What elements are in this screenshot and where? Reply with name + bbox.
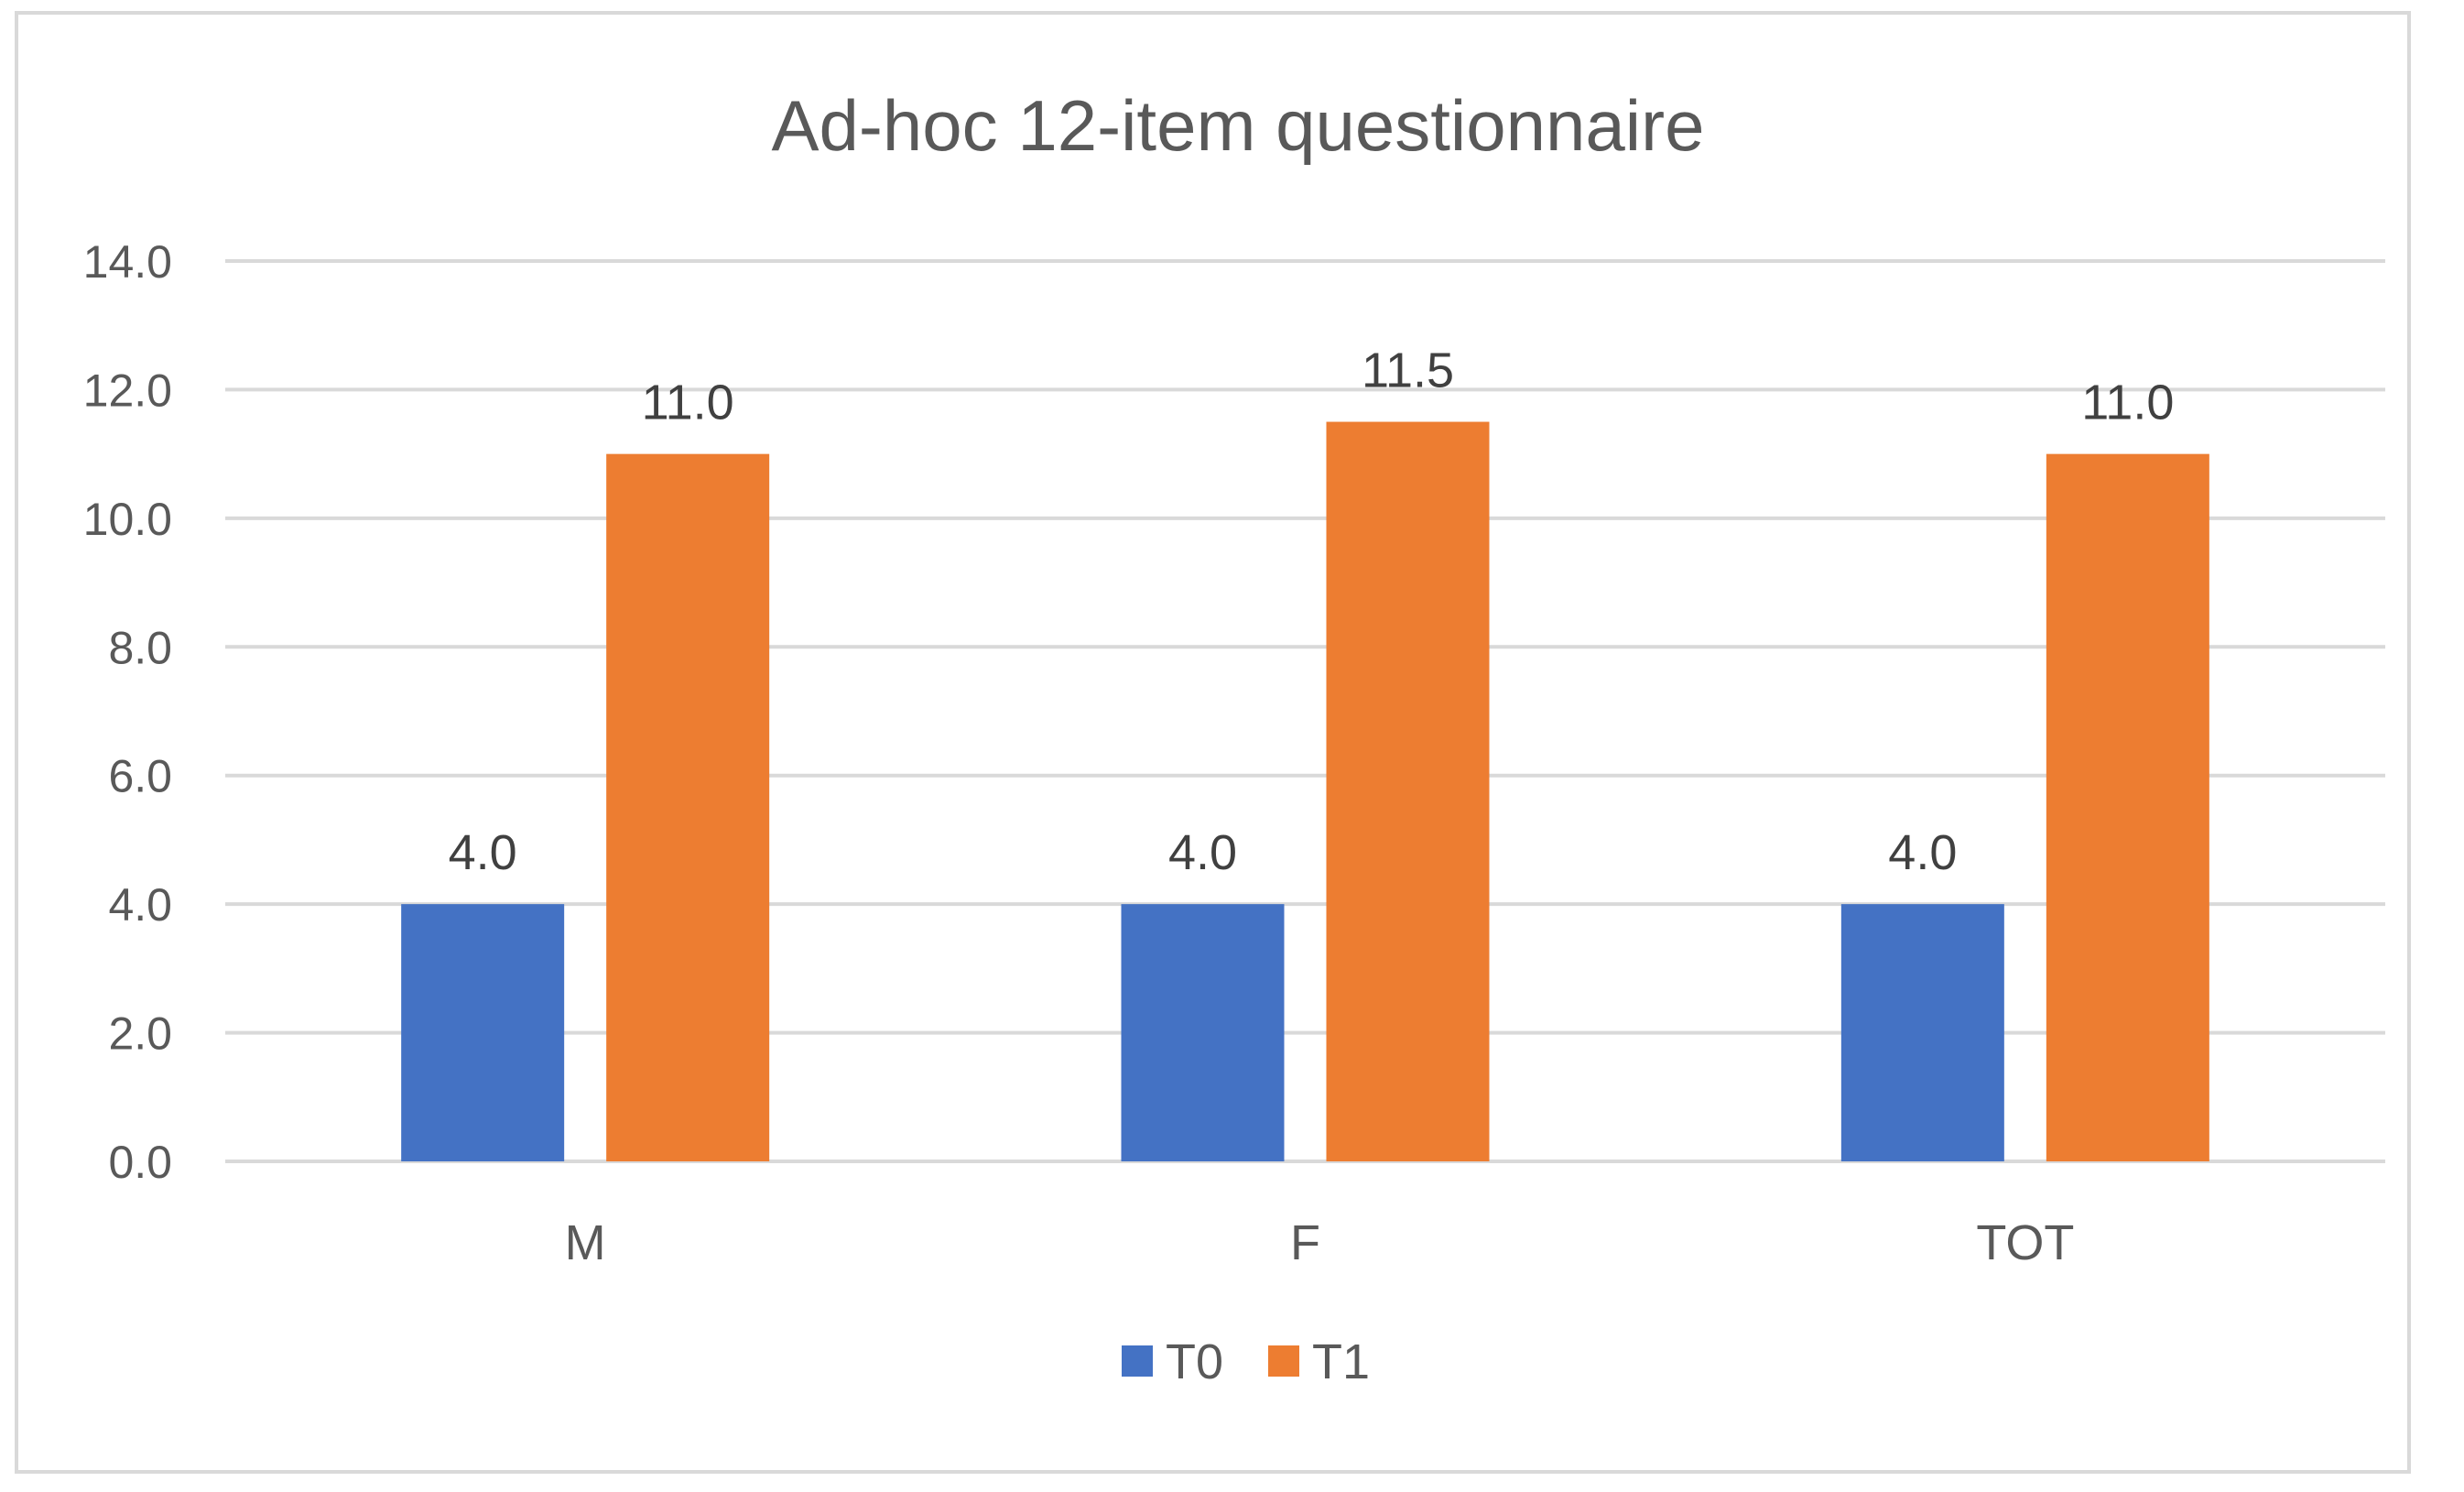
bar-t1-m <box>606 453 770 1162</box>
legend-swatch-t0 <box>1122 1345 1153 1377</box>
bars <box>401 421 2209 1162</box>
data-label-t0-m: 4.0 <box>449 825 517 880</box>
bar-t0-tot <box>1840 904 2004 1161</box>
category-label-f: F <box>1290 1215 1320 1270</box>
bar-t1-tot <box>2046 453 2209 1162</box>
data-label-t1-tot: 11.0 <box>2081 376 2174 430</box>
data-label-t0-f: 4.0 <box>1168 825 1237 880</box>
x-axis-category-labels: M F TOT <box>565 1215 2075 1270</box>
bar-t1-f <box>1326 421 1490 1161</box>
category-label-m: M <box>565 1215 606 1270</box>
chart-frame <box>15 11 2411 1474</box>
data-label-t1-m: 11.0 <box>642 376 734 430</box>
data-label-t0-tot: 4.0 <box>1888 825 1957 880</box>
data-labels: 4.0 11.0 4.0 11.5 4.0 11.0 <box>449 343 2175 881</box>
legend-swatch-t1 <box>1268 1345 1299 1377</box>
chart-title: Ad-hoc 12-item questionnaire <box>772 85 1705 166</box>
y-tick-label: 0.0 <box>108 1137 172 1188</box>
y-axis-tick-labels: 0.0 2.0 4.0 6.0 8.0 10.0 12.0 14.0 <box>83 236 172 1188</box>
y-tick-label: 14.0 <box>83 236 172 288</box>
y-tick-label: 4.0 <box>108 879 172 931</box>
gridlines <box>225 259 2385 1163</box>
legend-label-t0: T0 <box>1166 1334 1223 1389</box>
y-tick-label: 6.0 <box>108 751 172 802</box>
y-tick-label: 12.0 <box>83 365 172 416</box>
y-tick-label: 2.0 <box>108 1008 172 1060</box>
legend-label-t1: T1 <box>1312 1334 1370 1389</box>
y-tick-label: 8.0 <box>108 622 172 673</box>
legend: T0 T1 <box>1122 1334 1370 1389</box>
category-label-tot: TOT <box>1976 1215 2074 1270</box>
y-tick-label: 10.0 <box>83 494 172 545</box>
data-label-t1-f: 11.5 <box>1362 343 1454 398</box>
bar-t0-m <box>401 904 565 1161</box>
bar-t0-f <box>1121 904 1285 1161</box>
